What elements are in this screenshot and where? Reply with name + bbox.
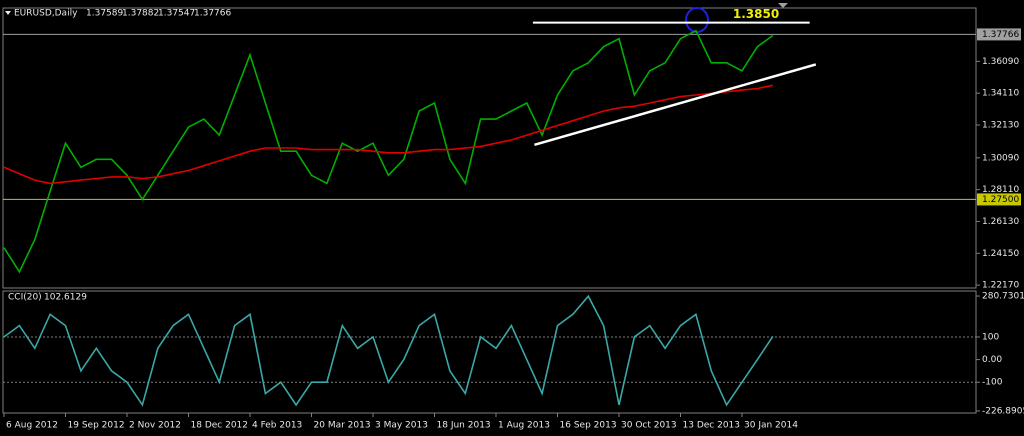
level-tag [977,193,1021,206]
high: 1.37882 [122,9,159,19]
x-tick-label: 6 Aug 2012 [6,421,58,431]
y-tick-label: 1.26130 [982,217,1019,227]
x-tick-label: 13 Dec 2013 [683,421,741,431]
level-label: 1.3850 [733,7,779,21]
series-line [3,84,773,185]
level-tag [977,28,1021,41]
x-tick-label: 2 Nov 2012 [129,421,181,431]
level-tag-label: 1.27500 [982,195,1019,205]
y-tick-label: 1.24150 [982,249,1019,259]
x-tick-label: 20 Mar 2013 [314,421,371,431]
x-tick-label: 18 Jun 2013 [437,421,491,431]
y-tick-label: 1.22170 [982,281,1019,291]
low: 1.37547 [158,9,195,19]
x-tick-label: 19 Sep 2012 [68,421,125,431]
series-line [3,29,774,274]
y-tick-label: 1.34110 [982,89,1019,99]
cci-title: CCI(20) [8,293,42,303]
x-tick-label: 30 Jan 2014 [744,421,798,431]
y-tick-label: 1.28110 [982,185,1019,195]
y-tick-label: 280.7301 [982,292,1024,302]
open: 1.37589 [86,9,123,19]
level-tag-label: 1.37766 [982,30,1019,40]
y-tick-label: -226.8905 [982,406,1024,416]
x-tick-label: 16 Sep 2013 [560,421,617,431]
y-tick-label: 1.32130 [982,121,1019,131]
x-tick-label: 3 May 2013 [375,421,428,431]
cci-panel-frame [2,290,977,414]
y-tick-label: 100 [982,332,999,342]
x-tick-label: 18 Dec 2012 [191,421,249,431]
menu-arrow[interactable] [5,11,11,15]
close: 1.37766 [194,9,231,19]
y-tick-label: -100 [982,378,1003,388]
x-tick-label: 30 Oct 2013 [621,421,677,431]
cci-value: 102.6129 [44,293,87,303]
x-tick-label: 1 Aug 2013 [498,421,550,431]
y-tick-label: 1.36090 [982,57,1019,67]
shift-marker [778,3,788,8]
y-tick-label: 1.30090 [982,153,1019,163]
symbol: EURUSD,Daily [14,9,78,19]
y-tick-label: 0.00 [982,355,1002,365]
series-line [3,294,774,407]
trendline [534,63,817,146]
price-panel-frame [2,7,977,289]
x-tick-label: 4 Feb 2013 [252,421,302,431]
highlight-circle [685,7,709,33]
